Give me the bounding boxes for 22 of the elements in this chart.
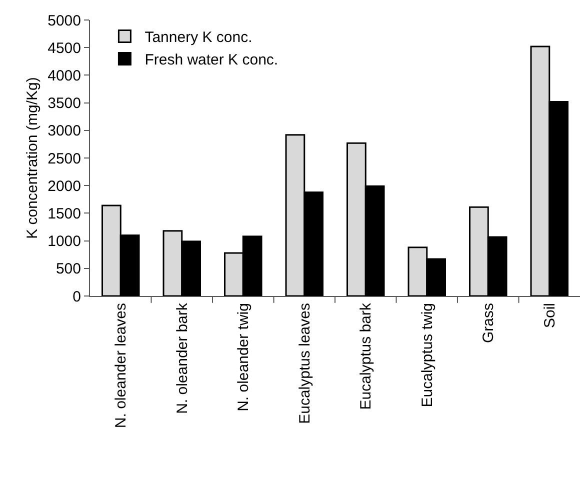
y-tick-label: 2000 bbox=[48, 178, 81, 195]
y-tick-label: 4500 bbox=[48, 40, 81, 57]
x-tick-label: Eucalyptus twig bbox=[418, 303, 436, 408]
y-tick-label: 3000 bbox=[48, 122, 81, 140]
y-tick-label: 3500 bbox=[48, 95, 81, 112]
x-tick-label: Soil bbox=[541, 303, 558, 328]
y-tick-label: 0 bbox=[72, 288, 81, 306]
y-tick-label: 5000 bbox=[48, 12, 81, 30]
y-tick-label: 500 bbox=[56, 260, 81, 278]
x-tick-label: Grass bbox=[480, 303, 498, 344]
legend-label: Fresh water K conc. bbox=[144, 52, 278, 69]
x-tick-label: N. oleander bark bbox=[174, 302, 191, 414]
x-tick-label: N. oleander twig bbox=[235, 303, 252, 412]
x-tick-label: N. oleander leaves bbox=[112, 303, 130, 428]
y-tick-label: 1000 bbox=[48, 233, 81, 250]
y-tick-label: 2500 bbox=[48, 150, 81, 168]
x-tick-label: Eucalyptus bark bbox=[358, 302, 375, 410]
y-axis-title: K concentration (mg/Kg) bbox=[24, 77, 41, 239]
legend-label: Tannery K conc. bbox=[144, 29, 252, 46]
x-tick-label: Eucalyptus leaves bbox=[296, 303, 314, 424]
y-tick-label: 4000 bbox=[48, 67, 81, 84]
y-tick-label: 1500 bbox=[48, 205, 81, 222]
